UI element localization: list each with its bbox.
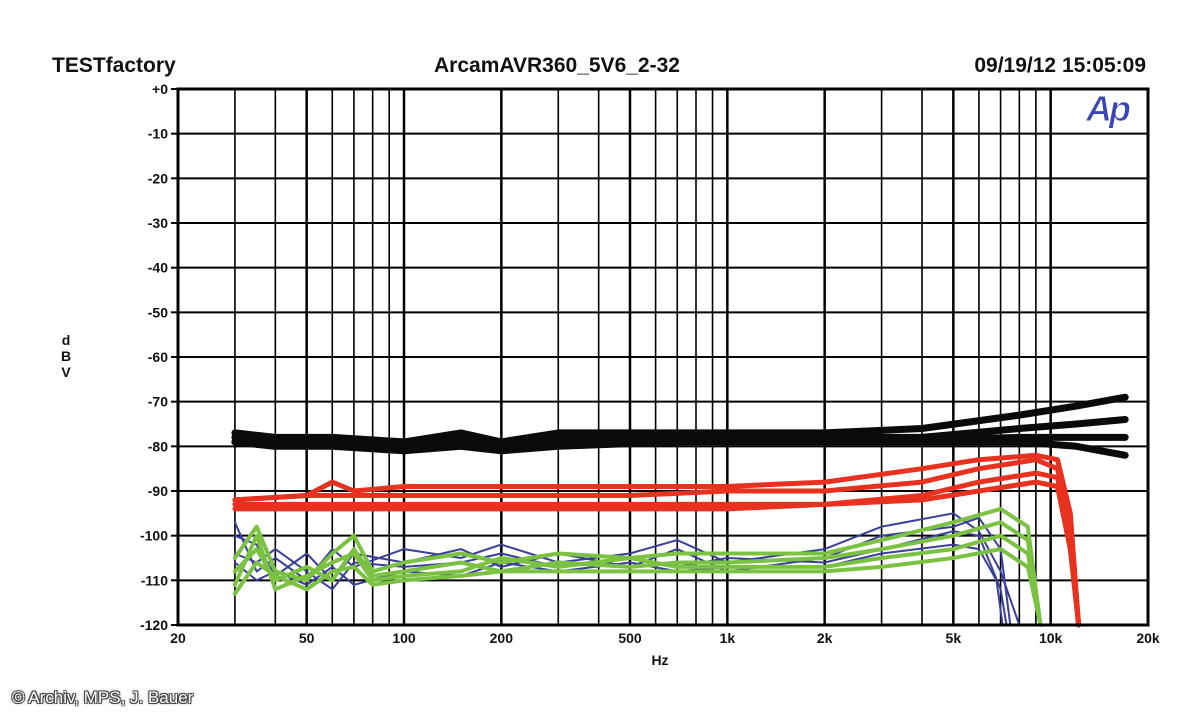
- series-line-black-3: [231, 433, 1129, 455]
- series-line-red-2: [232, 457, 1082, 628]
- header-title: ArcamAVR360_5V6_2-32: [434, 54, 680, 77]
- y-tick-label: -70: [148, 394, 168, 410]
- series-line-black-4: [231, 438, 1129, 459]
- x-axis-label: Hz: [651, 652, 668, 668]
- photo-credit: © Archiv, MPS, J. Bauer: [12, 688, 194, 707]
- y-tick-labels: +0 -10 -20 -30 -40 -50 -60 -70 -80 -90 -100 -110 -12…: [140, 81, 168, 633]
- y-tick-label: -40: [148, 260, 168, 276]
- header-brand: TESTfactory: [52, 54, 176, 77]
- y-tick-label: -20: [148, 170, 168, 186]
- y-tick-label: +0: [152, 81, 168, 97]
- y-tick-label: -120: [140, 617, 168, 633]
- y-tick-label: -110: [141, 572, 168, 588]
- x-tick-label: 20: [170, 630, 186, 646]
- y-tick-label: -60: [148, 349, 168, 365]
- y-axis-label: d B V: [61, 332, 71, 380]
- y-tick-label: -80: [148, 438, 168, 454]
- y-tick-label: -100: [140, 528, 168, 544]
- y-axis-label-v: V: [61, 364, 71, 380]
- header-timestamp: 09/19/12 15:05:09: [974, 54, 1146, 77]
- x-tick-label: 20k: [1136, 630, 1160, 646]
- x-tick-label: 5k: [946, 630, 962, 646]
- x-tick-label: 200: [490, 630, 514, 646]
- x-tick-label: 500: [618, 630, 642, 646]
- plot-frame: [176, 87, 1150, 627]
- x-tick-label: 2k: [817, 630, 833, 646]
- x-tick-label: 10k: [1039, 630, 1063, 646]
- y-tick-label: -90: [148, 483, 168, 499]
- x-tick-label: 1k: [720, 630, 736, 646]
- chart-series-layer: [231, 393, 1129, 628]
- y-tick-label: -30: [148, 215, 168, 231]
- series-line-red-1: [232, 452, 1082, 628]
- series-line-green-2: [232, 520, 1043, 627]
- x-tick-labels: 20 50 100 200 500 1k 2k 5k 10k 20k: [170, 630, 1160, 646]
- y-axis-label-d: d: [62, 332, 71, 348]
- series-line-red-4: [232, 479, 1082, 628]
- series-line-green-3: [232, 533, 1043, 627]
- x-tick-label: 100: [392, 630, 416, 646]
- ap-logo: Ap: [1085, 88, 1134, 130]
- y-axis-label-b: B: [61, 348, 71, 364]
- y-tick-label: -50: [148, 304, 168, 320]
- series-line-blue-3: [233, 530, 1008, 626]
- ap-logo-text: Ap: [1085, 88, 1130, 129]
- x-tick-label: 50: [299, 630, 315, 646]
- series-line-black-2: [231, 416, 1129, 450]
- y-tick-label: -10: [148, 126, 168, 142]
- series-line-green-4: [232, 547, 1043, 627]
